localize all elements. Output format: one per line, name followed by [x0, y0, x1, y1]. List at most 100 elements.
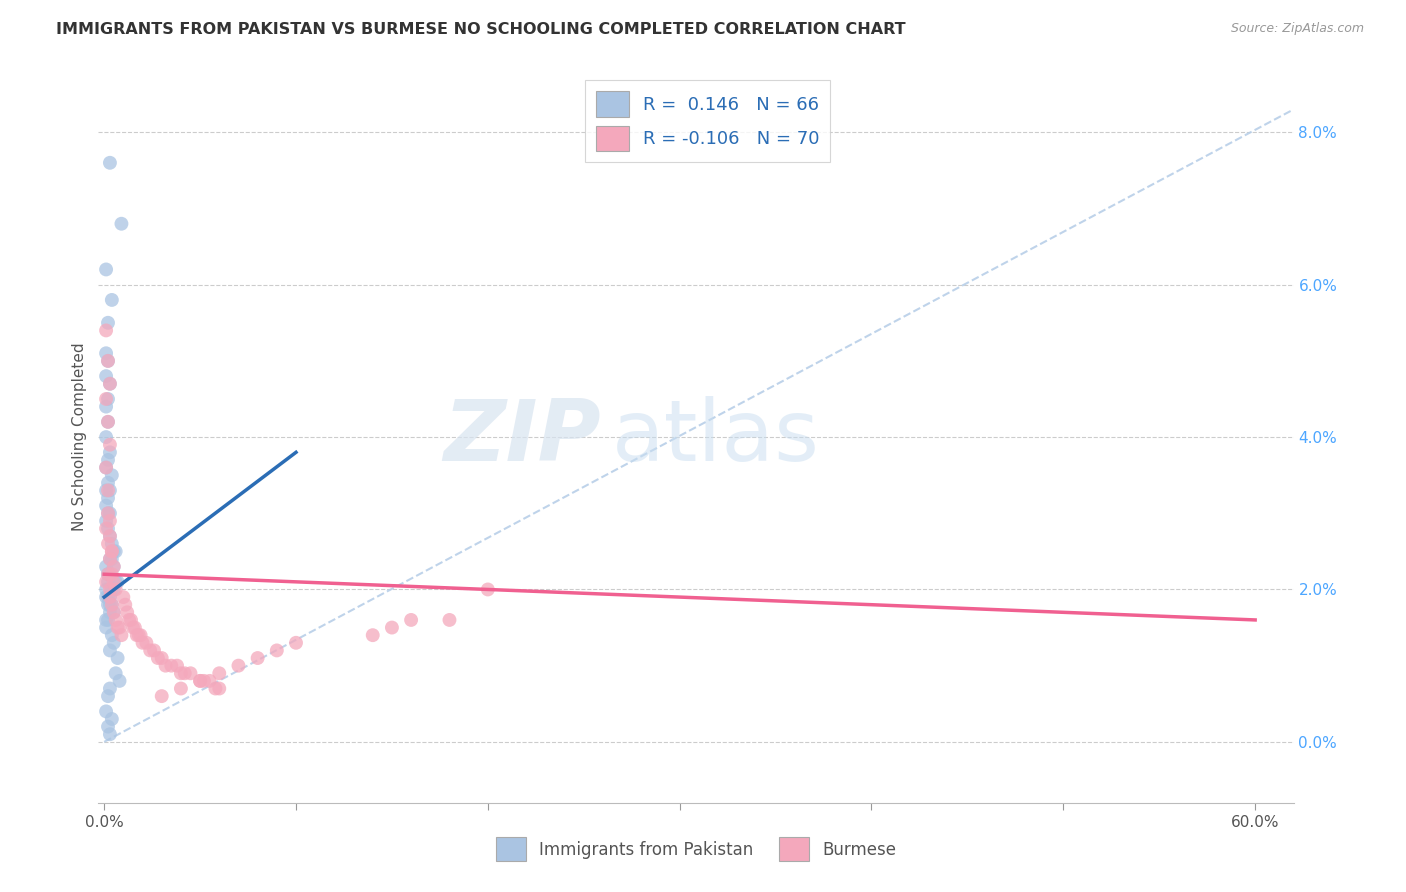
Point	[103, 605, 125, 619]
Point	[101, 598, 124, 612]
Point	[98, 506, 121, 520]
Point	[101, 544, 124, 558]
Point	[110, 628, 132, 642]
Point	[103, 636, 125, 650]
Point	[101, 712, 124, 726]
Point	[98, 376, 121, 391]
Point	[118, 613, 141, 627]
Point	[477, 582, 499, 597]
Point	[94, 705, 117, 719]
Point	[107, 574, 129, 589]
Point	[170, 681, 193, 696]
Point	[104, 574, 127, 589]
Point	[94, 262, 117, 277]
Point	[98, 681, 121, 696]
Point	[107, 651, 129, 665]
Point	[98, 567, 121, 582]
Point	[98, 445, 121, 459]
Point	[98, 552, 121, 566]
Point	[98, 376, 121, 391]
Point	[94, 613, 117, 627]
Point	[285, 636, 308, 650]
Point	[97, 415, 120, 429]
Point	[155, 658, 177, 673]
Point	[101, 598, 124, 612]
Point	[94, 590, 117, 604]
Point	[170, 666, 193, 681]
Point	[399, 613, 422, 627]
Point	[204, 681, 226, 696]
Point	[150, 651, 173, 665]
Point	[361, 628, 384, 642]
Point	[97, 415, 120, 429]
Point	[101, 537, 124, 551]
Point	[98, 438, 121, 452]
Point	[98, 483, 121, 498]
Point	[193, 673, 215, 688]
Point	[97, 316, 120, 330]
Text: Source: ZipAtlas.com: Source: ZipAtlas.com	[1230, 22, 1364, 36]
Point	[97, 590, 120, 604]
Point	[94, 392, 117, 406]
Point	[94, 460, 117, 475]
Point	[246, 651, 269, 665]
Point	[97, 720, 120, 734]
Point	[97, 598, 120, 612]
Point	[160, 658, 183, 673]
Point	[128, 628, 150, 642]
Point	[97, 567, 120, 582]
Point	[103, 582, 125, 597]
Point	[97, 567, 120, 582]
Point	[107, 621, 129, 635]
Point	[97, 689, 120, 703]
Point	[97, 354, 120, 368]
Point	[114, 598, 136, 612]
Point	[101, 628, 124, 642]
Point	[188, 673, 211, 688]
Point	[103, 544, 125, 558]
Point	[97, 453, 120, 467]
Point	[104, 666, 127, 681]
Point	[97, 483, 120, 498]
Point	[98, 590, 121, 604]
Point	[103, 559, 125, 574]
Point	[94, 514, 117, 528]
Point	[98, 598, 121, 612]
Point	[94, 400, 117, 414]
Point	[94, 574, 117, 589]
Text: ZIP: ZIP	[443, 395, 600, 479]
Point	[146, 651, 169, 665]
Point	[101, 293, 124, 307]
Point	[150, 689, 173, 703]
Point	[124, 621, 146, 635]
Point	[98, 529, 121, 543]
Point	[266, 643, 288, 657]
Point	[101, 567, 124, 582]
Point	[94, 621, 117, 635]
Point	[103, 605, 125, 619]
Point	[208, 666, 231, 681]
Point	[97, 613, 120, 627]
Point	[98, 529, 121, 543]
Point	[97, 506, 120, 520]
Point	[94, 430, 117, 444]
Point	[101, 468, 124, 483]
Point	[104, 582, 127, 597]
Point	[94, 559, 117, 574]
Point	[94, 582, 117, 597]
Point	[94, 521, 117, 535]
Point	[98, 590, 121, 604]
Point	[94, 499, 117, 513]
Point	[135, 636, 157, 650]
Point	[131, 636, 153, 650]
Point	[108, 673, 131, 688]
Point	[101, 582, 124, 597]
Point	[98, 514, 121, 528]
Point	[97, 506, 120, 520]
Point	[173, 666, 195, 681]
Point	[98, 552, 121, 566]
Point	[104, 544, 127, 558]
Point	[97, 574, 120, 589]
Point	[439, 613, 461, 627]
Point	[129, 628, 152, 642]
